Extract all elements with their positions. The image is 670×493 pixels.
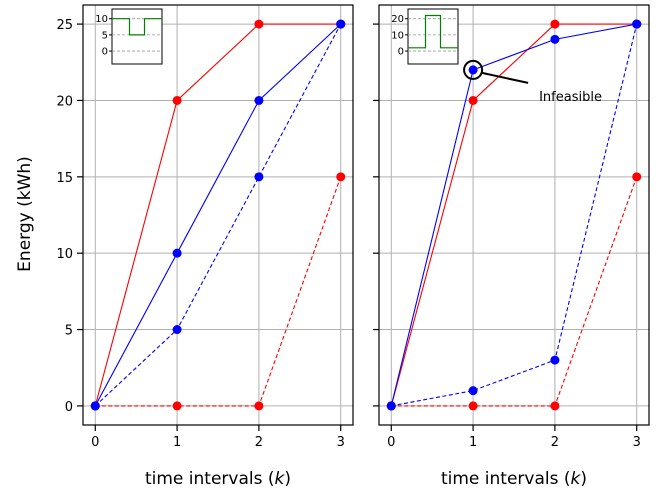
inset-y-tick-label: 0: [398, 47, 404, 58]
inset-frame: [111, 8, 163, 65]
y-tick-label: 5: [65, 324, 73, 339]
annotation-arrow: [481, 71, 529, 84]
inset-y-tick-label: 0: [102, 47, 108, 58]
x-tick-label: 3: [633, 435, 641, 450]
data-point-1-3: [336, 172, 346, 182]
inset-y-tick-label: 10: [95, 14, 108, 25]
y-axis-label: Energy (kWh): [15, 156, 35, 272]
inset-step-line: [112, 18, 162, 36]
x-axis-label: time intervals (k): [441, 469, 587, 489]
x-axis-label: time intervals (k): [145, 469, 291, 489]
data-point-0-2: [550, 19, 560, 29]
data-point-1-2: [550, 401, 560, 411]
y-tick-label: 25: [56, 18, 73, 33]
data-point-2-1: [172, 248, 182, 258]
y-tick-label: 20: [56, 94, 73, 109]
data-point-3-2: [550, 355, 560, 365]
y-tick-label: 0: [65, 400, 73, 415]
series-line-3: [94, 23, 342, 407]
x-axis-label-close: ): [284, 469, 291, 489]
y-tick-label: 10: [56, 247, 73, 262]
data-point-3-0: [90, 401, 100, 411]
axes-frame: [378, 4, 650, 426]
inset-y-tick-label: 20: [391, 14, 404, 25]
series-line-0: [94, 23, 341, 407]
x-tick-label: 2: [551, 435, 559, 450]
data-point-1-1: [172, 401, 182, 411]
data-point-1-3: [632, 172, 642, 182]
annotation-label: Infeasible: [539, 90, 602, 105]
x-tick-label: 3: [337, 435, 345, 450]
data-point-3-3: [336, 19, 346, 29]
data-point-2-2: [254, 95, 264, 105]
x-tick-label: 0: [91, 435, 99, 450]
series-line-1: [95, 176, 342, 407]
data-point-3-3: [632, 19, 642, 29]
x-axis-label-text: time intervals (: [145, 469, 275, 489]
series-line-1: [391, 176, 638, 407]
data-point-0-2: [254, 19, 264, 29]
inset-y-tick-label: 10: [391, 30, 404, 41]
inset-step-line: [408, 14, 458, 49]
x-tick-label: 1: [173, 435, 181, 450]
x-axis-label-var: k: [571, 469, 582, 489]
series-line-3: [391, 23, 638, 407]
data-point-2-1: [468, 65, 478, 75]
data-point-3-1: [468, 386, 478, 396]
left-panel: 0 1 2 3 0 5 10 15 20 25 time intervals (k) 0 5 10: [56, 4, 354, 489]
axes-frame: [82, 4, 354, 426]
data-point-3-0: [386, 401, 396, 411]
x-tick-label: 2: [255, 435, 263, 450]
data-point-2-2: [550, 34, 560, 44]
inset-y-tick-label: 5: [102, 30, 108, 41]
annotation-circle: [463, 59, 484, 80]
x-tick-label: 1: [469, 435, 477, 450]
x-axis-label-close: ): [580, 469, 587, 489]
x-axis-label-text: time intervals (: [441, 469, 571, 489]
data-point-1-1: [468, 401, 478, 411]
right-panel: 0 1 2 3 time intervals (k) Infeasible 0 10 20: [373, 4, 650, 489]
x-axis-label-var: k: [275, 469, 286, 489]
x-tick-label: 0: [387, 435, 395, 450]
data-point-3-1: [172, 325, 182, 335]
series-line-2: [94, 23, 342, 407]
data-point-0-1: [468, 95, 478, 105]
data-point-1-2: [254, 401, 264, 411]
data-point-0-1: [172, 95, 182, 105]
y-tick-label: 15: [56, 171, 73, 186]
data-point-3-2: [254, 172, 264, 182]
series-line-2: [390, 23, 637, 407]
inset-frame: [407, 8, 459, 65]
series-line-0: [390, 23, 637, 407]
